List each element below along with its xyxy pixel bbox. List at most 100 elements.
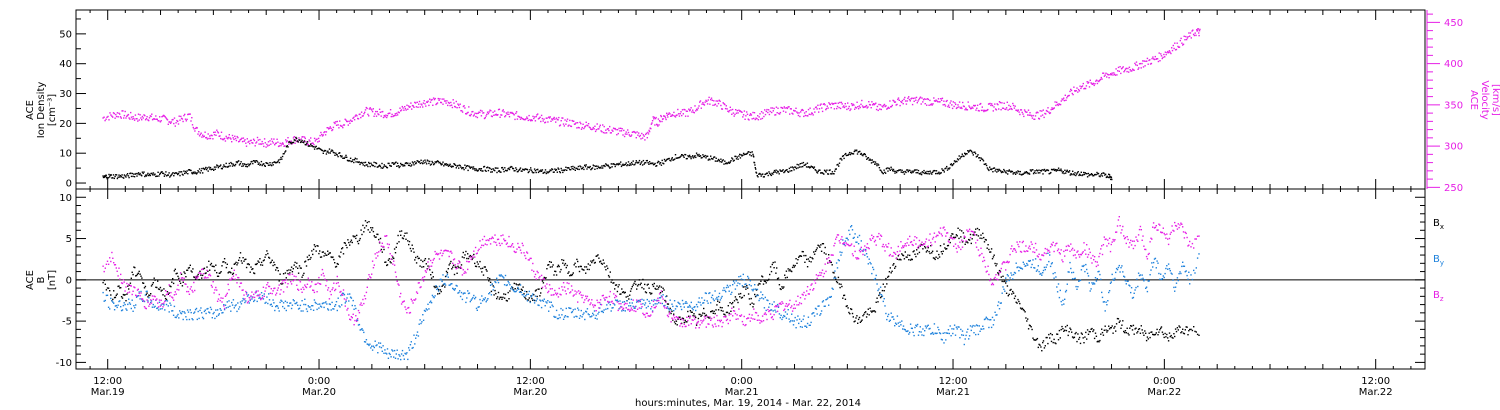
density-point — [660, 164, 663, 166]
velocity-point — [368, 115, 370, 117]
velocity-point — [1007, 109, 1009, 111]
velocity-point — [961, 107, 963, 110]
bx-point — [858, 316, 861, 319]
bx-point — [685, 321, 687, 323]
bx-point — [813, 253, 816, 255]
by-point — [307, 305, 309, 307]
velocity-point — [257, 139, 259, 141]
density-point — [1058, 169, 1061, 171]
bx-point — [812, 258, 814, 260]
velocity-point — [1066, 97, 1068, 99]
density-point — [335, 153, 338, 156]
density-point — [787, 171, 790, 173]
density-point — [443, 163, 446, 165]
by-point — [220, 309, 222, 311]
density-point — [616, 163, 618, 165]
density-point — [1092, 175, 1094, 177]
bx-point — [517, 287, 519, 289]
bx-point — [1077, 333, 1079, 335]
velocity-point — [230, 138, 232, 140]
bx-point — [600, 262, 603, 265]
by-point — [213, 311, 215, 314]
density-point — [147, 172, 149, 175]
bx-point — [539, 295, 541, 297]
velocity-point — [570, 125, 573, 128]
bx-point — [351, 241, 353, 244]
bx-point — [879, 296, 882, 299]
bx-point — [968, 238, 970, 241]
by-point — [236, 310, 238, 313]
density-point — [389, 165, 392, 167]
density-point — [702, 154, 704, 156]
bx-point — [757, 284, 759, 286]
density-point — [934, 170, 936, 172]
density-point — [994, 170, 996, 172]
bx-point — [303, 272, 305, 275]
density-point — [768, 171, 770, 173]
density-point — [845, 152, 847, 155]
by-point — [120, 306, 122, 308]
bx-point — [374, 236, 376, 238]
bx-point — [1047, 342, 1049, 345]
velocity-point — [814, 106, 817, 109]
density-point — [912, 171, 914, 174]
by-point — [681, 299, 684, 302]
bx-point — [784, 274, 786, 276]
velocity-point — [725, 105, 727, 107]
bx-point — [212, 265, 214, 268]
velocity-point — [561, 117, 563, 119]
bx-point — [886, 283, 888, 285]
bx-point — [1122, 320, 1124, 322]
velocity-point — [932, 103, 934, 105]
velocity-point — [558, 116, 560, 119]
velocity-point — [159, 116, 161, 118]
by-point — [554, 316, 556, 318]
bx-point — [386, 264, 389, 266]
velocity-point — [478, 111, 480, 113]
density-point — [484, 169, 486, 172]
bx-point — [924, 245, 926, 248]
density-point — [1004, 171, 1007, 173]
velocity-point — [256, 136, 259, 139]
density-point — [759, 173, 762, 175]
bx-point — [1086, 329, 1089, 331]
density-point — [1045, 169, 1047, 172]
bx-point — [610, 281, 612, 283]
density-point — [753, 162, 756, 164]
density-point — [663, 158, 666, 161]
bx-point — [375, 236, 377, 238]
velocity-point — [847, 102, 849, 104]
density-point — [1057, 169, 1059, 172]
by-point — [889, 319, 891, 321]
bx-point — [1015, 301, 1017, 303]
by-point — [904, 329, 906, 331]
density-point — [809, 167, 811, 169]
by-point — [594, 317, 596, 319]
by-point — [858, 234, 861, 237]
density-point — [530, 167, 532, 169]
bx-point — [1150, 331, 1152, 333]
density-point — [272, 164, 274, 166]
density-point — [422, 162, 424, 165]
bx-point — [297, 267, 299, 269]
velocity-point — [757, 115, 759, 117]
velocity-point — [845, 105, 847, 108]
velocity-point — [134, 114, 137, 116]
density-point — [125, 176, 127, 178]
density-point — [269, 162, 271, 164]
by-point — [474, 296, 477, 299]
density-point — [574, 169, 576, 171]
velocity-point — [687, 115, 689, 117]
density-point — [530, 169, 533, 171]
velocity-point — [469, 115, 472, 117]
bx-point — [218, 272, 220, 274]
by-point — [533, 299, 535, 301]
density-point — [741, 155, 743, 157]
bx-point — [321, 251, 324, 253]
velocity-point — [916, 102, 918, 104]
bx-point — [761, 275, 763, 277]
bx-point — [785, 270, 788, 272]
density-point — [544, 169, 547, 171]
by-point — [219, 308, 221, 310]
bx-point — [344, 242, 346, 244]
